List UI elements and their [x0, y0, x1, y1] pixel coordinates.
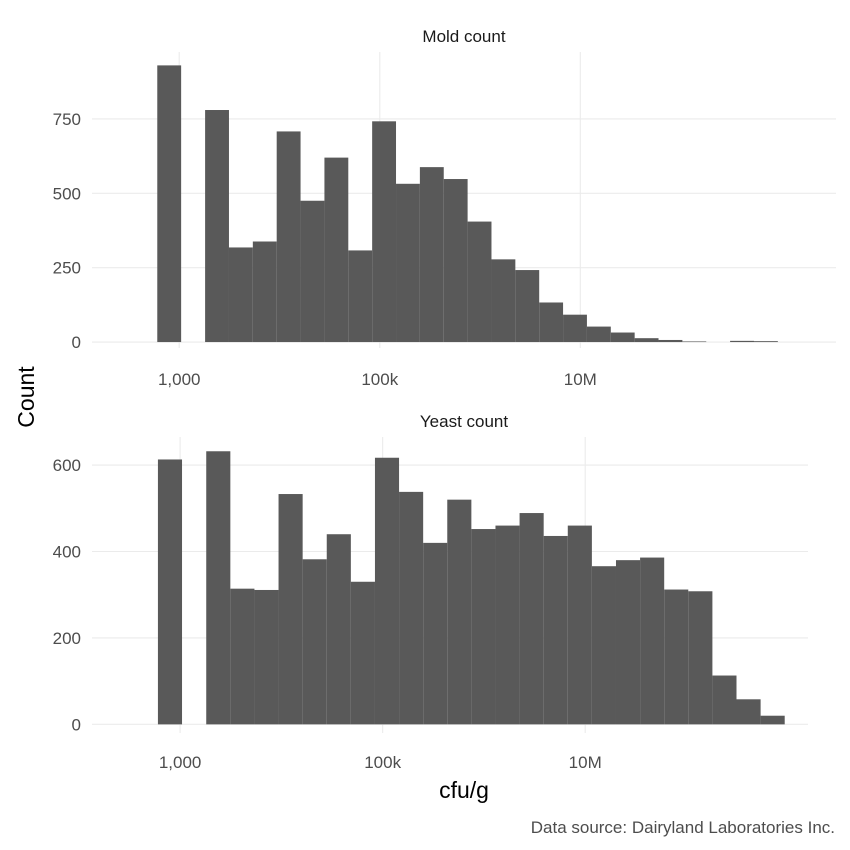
- mold-histogram-bar: [658, 339, 683, 343]
- yeast-histogram-bar: [302, 559, 327, 725]
- yeast-histogram-bar: [278, 494, 303, 725]
- mold-histogram-bar: [205, 110, 229, 343]
- yeast-histogram-bar: [736, 699, 761, 725]
- mold-histogram-bar: [730, 340, 754, 343]
- mold-histogram-bar: [467, 221, 492, 343]
- mold-histogram-bar: [157, 65, 182, 343]
- mold-histogram-bar: [586, 326, 611, 343]
- yeast-bars: [157, 451, 785, 725]
- mold-y-ticks: 0 250 500 750: [53, 110, 81, 352]
- mold-histogram-bar: [539, 302, 564, 343]
- mold-y-tick-label: 750: [53, 110, 81, 129]
- mold-bars: [157, 65, 778, 343]
- x-axis-title: cfu/g: [439, 777, 489, 803]
- yeast-histogram-bar: [543, 535, 568, 725]
- mold-histogram-bar: [753, 341, 778, 343]
- yeast-histogram-bar: [254, 589, 279, 725]
- mold-histogram-bar: [276, 131, 301, 343]
- yeast-count-panel: Yeast count 0 200 400 600 1,000 100k 10M: [53, 412, 808, 772]
- yeast-histogram-bar: [519, 513, 544, 725]
- yeast-histogram-bar: [423, 542, 448, 725]
- yeast-x-ticks: 1,000 100k 10M: [159, 753, 602, 772]
- mold-histogram-bar: [348, 250, 373, 343]
- yeast-histogram-bar: [206, 451, 231, 725]
- mold-histogram-bar: [634, 338, 659, 343]
- yeast-histogram-bar: [495, 525, 520, 725]
- mold-y-tick-label: 0: [72, 333, 81, 352]
- mold-histogram-bar: [419, 167, 444, 343]
- yeast-histogram-bar: [615, 560, 641, 725]
- mold-panel-title: Mold count: [422, 27, 505, 46]
- mold-x-tick-label: 100k: [361, 370, 398, 389]
- yeast-histogram-bar: [230, 588, 255, 725]
- mold-histogram-bar: [396, 183, 420, 343]
- mold-histogram-bar: [610, 332, 635, 343]
- yeast-histogram-bar: [760, 715, 785, 725]
- mold-histogram-bar: [682, 341, 707, 343]
- mold-x-tick-label: 1,000: [158, 370, 201, 389]
- mold-count-panel: Mold count 0 250 500 750 1,000 100k 10M: [53, 27, 836, 389]
- yeast-x-tick-label: 10M: [569, 753, 602, 772]
- mold-x-ticks: 1,000 100k 10M: [158, 370, 597, 389]
- yeast-y-ticks: 0 200 400 600: [53, 456, 81, 734]
- yeast-x-tick-label: 1,000: [159, 753, 202, 772]
- yeast-histogram-bar: [326, 534, 351, 725]
- mold-histogram-bar: [228, 247, 253, 343]
- yeast-x-tick-label: 100k: [364, 753, 401, 772]
- mold-histogram-bar: [252, 241, 277, 343]
- y-axis-title: Count: [13, 366, 39, 428]
- yeast-y-tick-label: 0: [72, 715, 81, 734]
- yeast-histogram-bar: [591, 566, 616, 725]
- data-source-caption: Data source: Dairyland Laboratories Inc.: [531, 818, 835, 837]
- yeast-histogram-bar: [399, 491, 424, 725]
- mold-histogram-bar: [515, 270, 540, 343]
- mold-y-tick-label: 500: [53, 184, 81, 203]
- yeast-histogram-bar: [712, 675, 737, 725]
- yeast-y-tick-label: 600: [53, 456, 81, 475]
- yeast-histogram-bar: [447, 499, 472, 725]
- yeast-histogram-bar: [471, 529, 496, 725]
- yeast-y-tick-label: 200: [53, 629, 81, 648]
- mold-histogram-bar: [372, 121, 397, 343]
- mold-x-tick-label: 10M: [564, 370, 597, 389]
- yeast-histogram-bar: [688, 591, 713, 725]
- mold-histogram-bar: [443, 179, 468, 343]
- yeast-panel-title: Yeast count: [420, 412, 508, 431]
- yeast-histogram-bar: [567, 525, 592, 725]
- mold-histogram-bar: [324, 157, 349, 343]
- mold-histogram-bar: [491, 259, 516, 343]
- mold-histogram-bar: [563, 314, 587, 343]
- yeast-y-tick-label: 400: [53, 543, 81, 562]
- yeast-histogram-bar: [664, 589, 689, 725]
- mold-y-tick-label: 250: [53, 259, 81, 278]
- yeast-histogram-bar: [374, 457, 400, 725]
- yeast-histogram-bar: [157, 459, 183, 725]
- yeast-histogram-bar: [640, 557, 665, 725]
- mold-histogram-bar: [300, 200, 325, 343]
- yeast-histogram-bar: [350, 581, 375, 725]
